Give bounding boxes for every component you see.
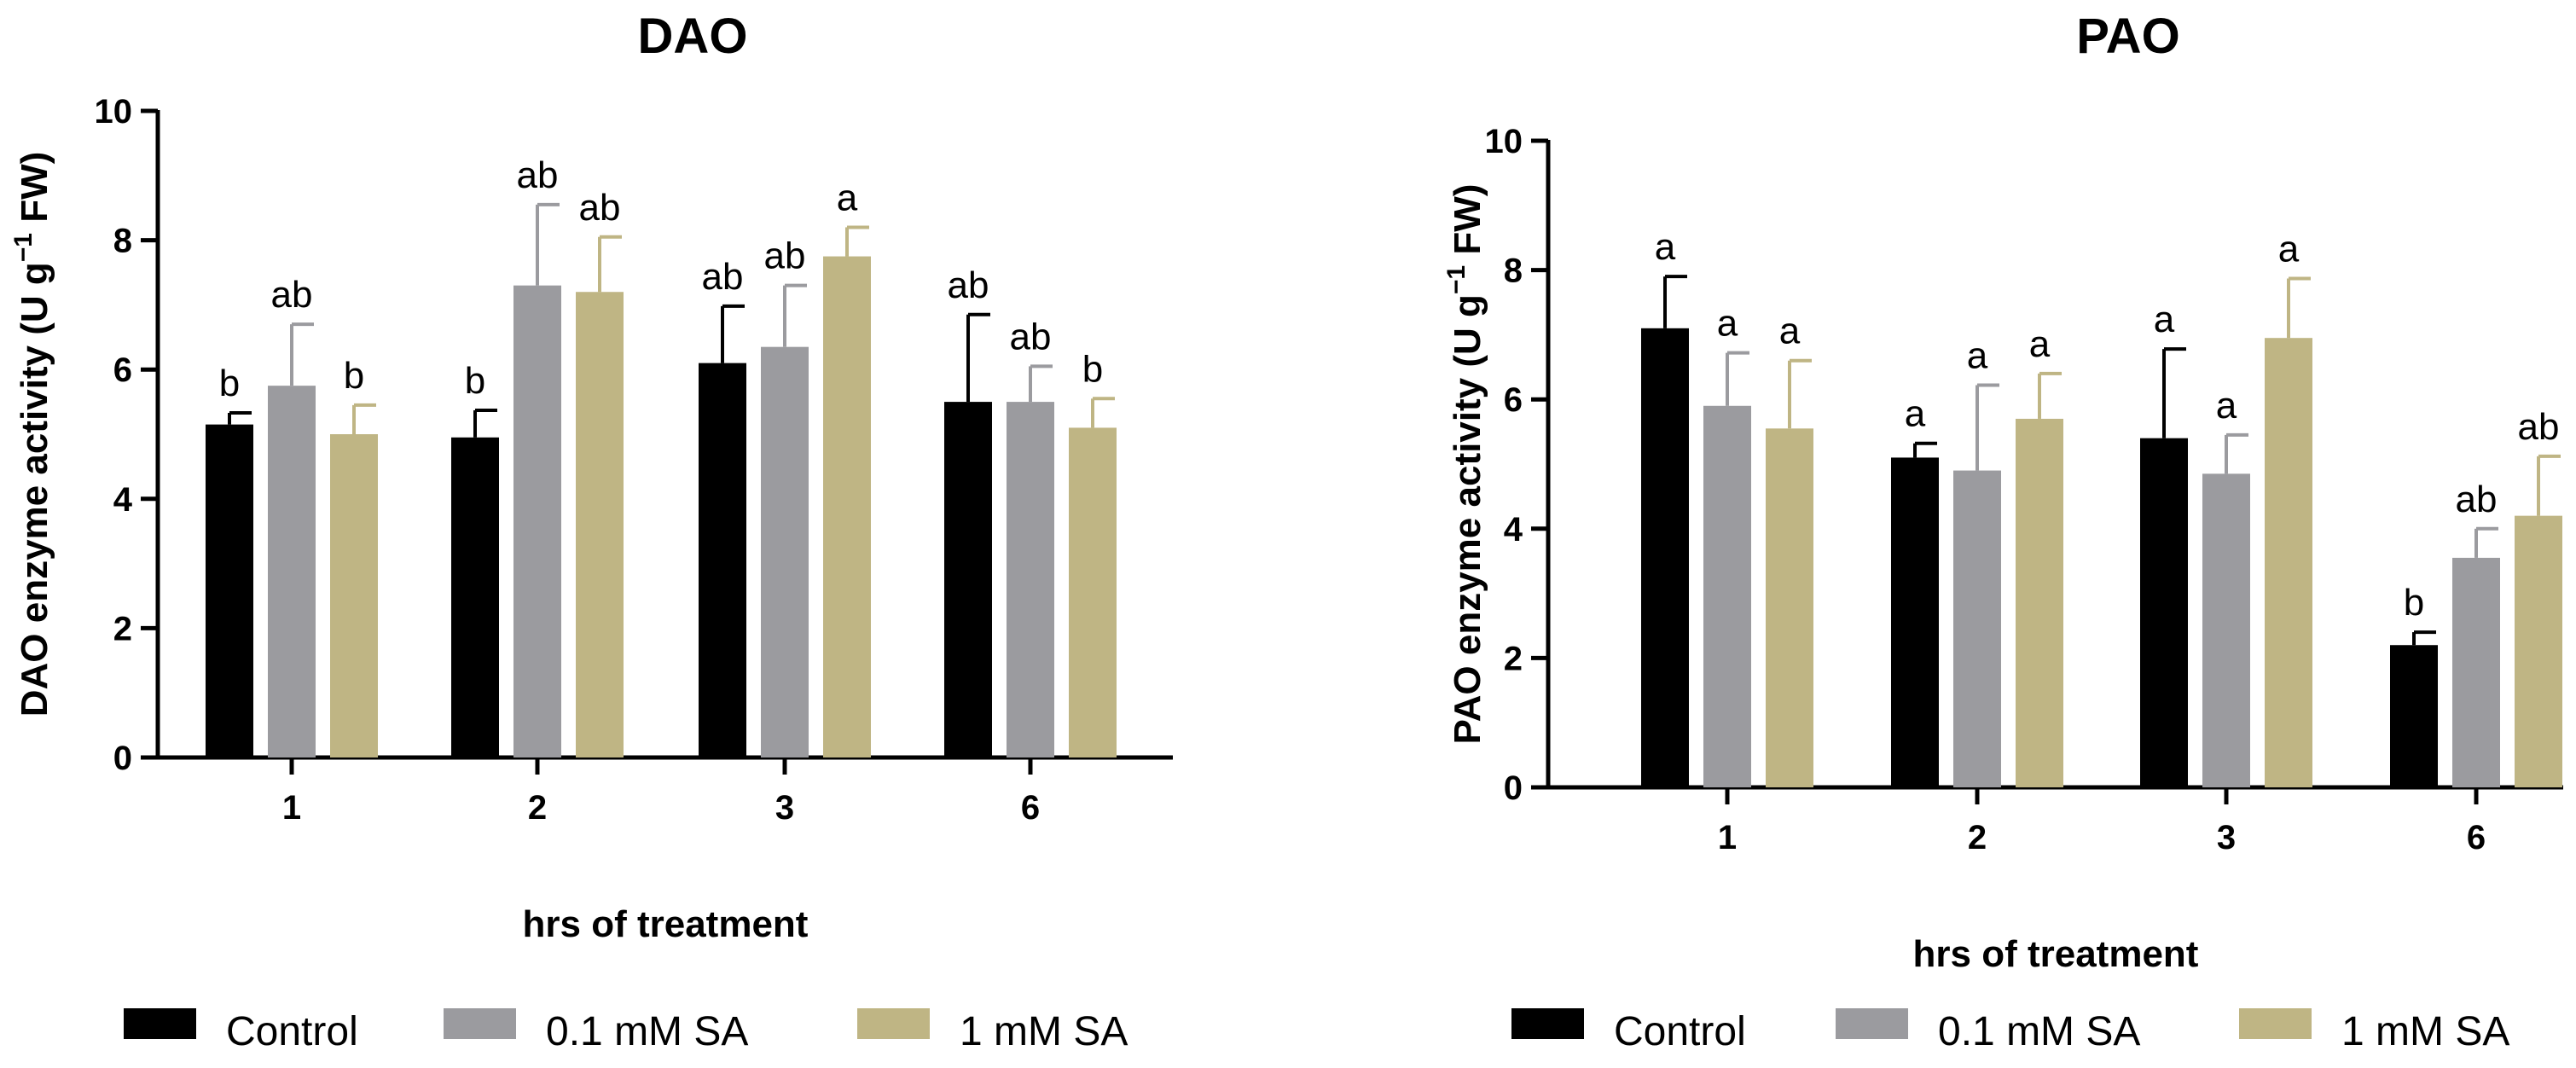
x-tick-label: 2: [528, 789, 547, 827]
y-axis-title-main: DAO enzyme activity (U g: [14, 262, 55, 717]
bar-control: [2390, 645, 2438, 787]
bar-1-mm-sa: [576, 292, 624, 757]
significance-letter: a: [1779, 311, 1801, 352]
significance-letter: ab: [517, 154, 559, 196]
x-axis-title: hrs of treatment: [1913, 933, 2199, 975]
bar-0-1-mm-sa: [1703, 405, 1751, 787]
y-axis-title-tail: FW): [14, 152, 55, 233]
significance-letter: ab: [2518, 406, 2560, 448]
y-axis-title: DAO enzyme activity (U g−1 FW): [9, 152, 55, 717]
significance-letter: b: [1082, 348, 1103, 390]
significance-letter: a: [1717, 303, 1738, 345]
y-tick-label: 2: [113, 610, 132, 647]
significance-letter: b: [2404, 582, 2424, 624]
legend-swatch: [124, 1008, 196, 1039]
y-tick-label: 10: [1485, 123, 1523, 160]
y-tick-label: 8: [113, 223, 132, 260]
x-tick-label: 6: [2467, 819, 2486, 856]
x-axis-title: hrs of treatment: [523, 903, 809, 945]
significance-letter: ab: [764, 235, 806, 277]
significance-letter: a: [2029, 323, 2051, 365]
bar-1-mm-sa: [823, 256, 871, 757]
y-tick-label: 0: [1504, 769, 1523, 807]
legend-swatch: [1836, 1008, 1908, 1039]
legend-label: 0.1 mM SA: [1938, 1009, 2140, 1054]
y-tick-label: 6: [113, 351, 132, 389]
y-axis-title-sup: −1: [1442, 265, 1471, 294]
significance-letter: a: [837, 177, 858, 218]
significance-letter: b: [219, 363, 240, 404]
bar-0-1-mm-sa: [2202, 473, 2250, 787]
y-axis-title-main: PAO enzyme activity (U g: [1447, 294, 1488, 744]
y-axis-title: PAO enzyme activity (U g−1 FW): [1442, 184, 1488, 745]
significance-letter: a: [2216, 385, 2237, 427]
x-tick-label: 6: [1021, 789, 1040, 827]
y-tick-label: 4: [113, 481, 133, 519]
significance-letter: a: [1655, 226, 1676, 268]
legend-label: 1 mM SA: [960, 1009, 1128, 1054]
y-axis-title-tail: FW): [1447, 184, 1488, 265]
significance-letter: a: [1905, 393, 1926, 435]
significance-letter: ab: [579, 187, 621, 229]
legend-label: Control: [226, 1009, 358, 1054]
x-tick-label: 3: [2217, 819, 2236, 856]
y-tick-label: 4: [1504, 511, 1523, 549]
significance-letter: a: [2154, 299, 2175, 340]
bar-control: [1891, 457, 1939, 787]
bar-1-mm-sa: [330, 434, 378, 757]
legend-label: 0.1 mM SA: [546, 1009, 748, 1054]
significance-letter: b: [344, 355, 364, 397]
legend-swatch: [1511, 1008, 1584, 1039]
y-tick-label: 2: [1504, 640, 1523, 677]
bar-1-mm-sa: [1766, 428, 1813, 787]
x-tick-label: 1: [1718, 819, 1737, 856]
bar-0-1-mm-sa: [2452, 557, 2500, 787]
bar-control: [451, 437, 499, 757]
bar-control: [2140, 438, 2188, 787]
significance-letter: ab: [1010, 316, 1052, 357]
y-tick-label: 0: [113, 740, 132, 777]
bar-0-1-mm-sa: [761, 346, 809, 757]
bar-0-1-mm-sa: [1953, 470, 2001, 787]
x-tick-label: 2: [1968, 819, 1987, 856]
x-tick-label: 1: [282, 789, 301, 827]
bar-1-mm-sa: [2265, 338, 2312, 787]
y-axis-title-sup: −1: [9, 233, 38, 262]
chart-title: PAO: [2076, 9, 2179, 64]
significance-letter: a: [2278, 228, 2300, 270]
bar-control: [1641, 328, 1689, 787]
legend-swatch: [2239, 1008, 2312, 1039]
bar-control: [699, 363, 746, 757]
bar-0-1-mm-sa: [513, 285, 561, 757]
bar-0-1-mm-sa: [1007, 402, 1054, 757]
x-tick-label: 3: [775, 789, 794, 827]
bar-1-mm-sa: [2016, 418, 2063, 787]
bar-0-1-mm-sa: [268, 386, 316, 757]
bar-1-mm-sa: [1069, 427, 1117, 757]
significance-letter: ab: [702, 256, 744, 298]
significance-letter: b: [465, 360, 485, 402]
chart-title: DAO: [638, 9, 748, 64]
y-tick-label: 6: [1504, 381, 1523, 419]
legend-label: Control: [1614, 1009, 1746, 1054]
y-tick-label: 10: [95, 93, 133, 131]
legend-swatch: [444, 1008, 516, 1039]
significance-letter: ab: [948, 264, 989, 306]
bar-control: [206, 424, 253, 757]
bar-control: [944, 402, 992, 757]
legend-swatch: [857, 1008, 930, 1039]
bar-1-mm-sa: [2515, 515, 2562, 787]
significance-letter: ab: [2456, 479, 2498, 520]
legend-label: 1 mM SA: [2341, 1009, 2509, 1054]
significance-letter: a: [1967, 335, 1988, 377]
significance-letter: ab: [271, 274, 313, 316]
y-tick-label: 8: [1504, 252, 1523, 290]
